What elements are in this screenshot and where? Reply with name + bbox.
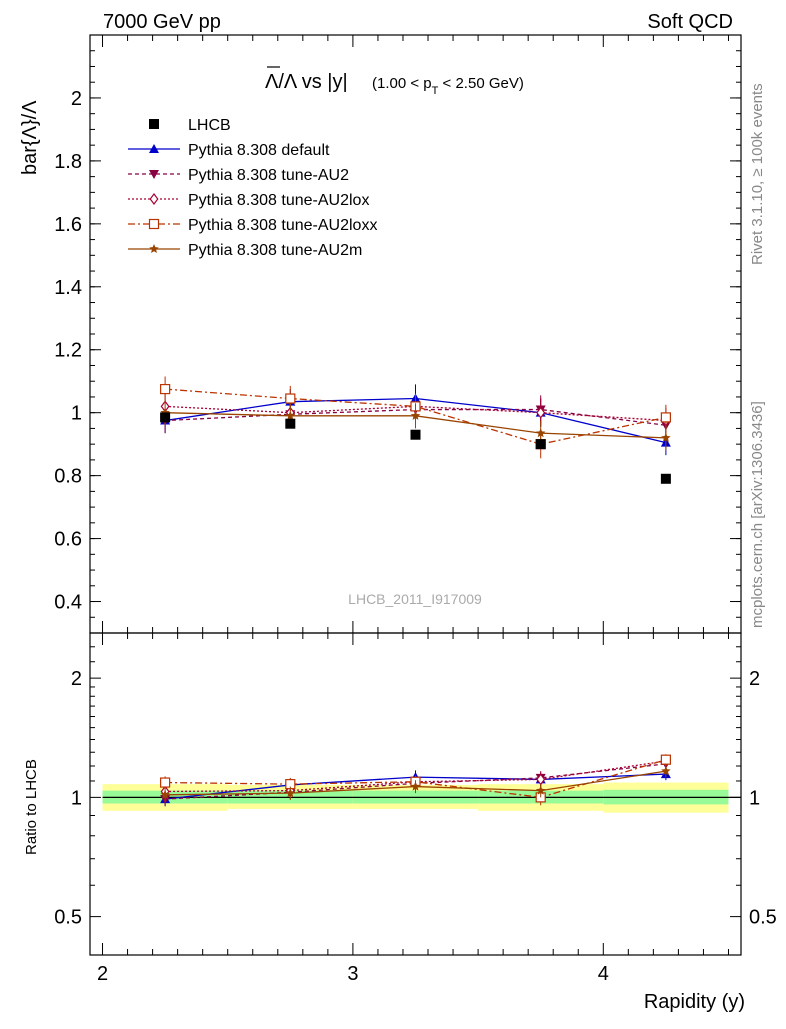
legend-label-default: Pythia 8.308 default: [188, 142, 330, 159]
header-left-label: 7000 GeV pp: [103, 11, 221, 33]
main-point-au2lox: [536, 406, 546, 419]
main-ytick-label: 1.8: [54, 151, 82, 173]
plot-title-sub-index: T: [432, 85, 439, 97]
ratio-series-au2m: [160, 765, 671, 802]
ratio-ytick-label: 1: [71, 787, 82, 809]
main-series-data: [160, 412, 671, 484]
legend-label-au2: Pythia 8.308 tune-AU2: [188, 167, 349, 184]
legend-entry-au2loxx: Pythia 8.308 tune-AU2loxx: [128, 217, 377, 234]
legend-entry-au2m: Pythia 8.308 tune-AU2m: [128, 242, 362, 259]
ratio-ytick-label: 0.5: [54, 907, 82, 929]
ratio-frame: [89, 632, 742, 956]
legend-label-au2lox: Pythia 8.308 tune-AU2lox: [188, 192, 369, 209]
main-point-data: [660, 473, 671, 484]
main-ytick-label: 1: [71, 403, 82, 425]
ratio-ytick-label-right: 1: [749, 787, 760, 809]
ratio-ytick-label: 2: [71, 668, 82, 690]
main-point-au2m: [285, 410, 296, 420]
legend-label-au2loxx: Pythia 8.308 tune-AU2loxx: [188, 217, 377, 234]
main-ytick-label: 0.6: [54, 529, 82, 551]
ratio-point-au2m: [661, 766, 671, 776]
main-point-data: [410, 429, 421, 440]
main-point-data: [535, 439, 546, 450]
legend-marker-au2loxx: [148, 218, 160, 230]
ratio-point-au2loxx: [660, 754, 671, 765]
plot-title-sub-head: (1.00 < p: [372, 75, 432, 92]
plot-title-main: Λ/Λ vs |y|: [265, 71, 348, 93]
xtick-label: 3: [347, 963, 358, 985]
legend-entry-default: Pythia 8.308 default: [128, 142, 330, 159]
axes: 0.4 0.6 0.8 1 1.2 1.4 1.6 1.8 2 0.5 0.5 1 1 2 2 2 3 4: [54, 34, 777, 985]
legend-marker-au2m: [149, 244, 159, 254]
plot-title-sub-tail: < 2.50 GeV): [438, 75, 523, 92]
main-point-au2m: [535, 428, 546, 438]
ratio-ytick-label-right: 2: [749, 668, 760, 690]
ratio-plot-marks: [160, 754, 671, 807]
main-point-data: [285, 418, 296, 429]
main-ytick-label: 0.8: [54, 466, 82, 488]
legend-marker-au2: [149, 170, 159, 179]
rivet-version-label: Rivet 3.1.10, ≥ 100k events: [749, 83, 766, 265]
main-point-au2loxx: [160, 383, 171, 395]
main-ylabel: bar{Λ}/Λ: [19, 100, 41, 175]
main-point-au2m: [410, 410, 421, 420]
header-right-label: Soft QCD: [647, 11, 733, 33]
legend-entry-au2: Pythia 8.308 tune-AU2: [128, 167, 349, 184]
ratio-point-au2m: [160, 789, 170, 799]
legend: LHCB Pythia 8.308 default Pythia 8.308 tun…: [128, 117, 377, 259]
main-ytick-label: 1.2: [54, 340, 82, 362]
ratio-ylabel: Ratio to LHCB: [23, 759, 40, 855]
legend-entry-au2lox: Pythia 8.308 tune-AU2lox: [128, 192, 369, 209]
analysis-watermark: LHCB_2011_I917009: [348, 591, 482, 607]
legend-marker-data: [149, 119, 159, 129]
legend-entry-data: LHCB: [149, 117, 231, 134]
legend-marker-au2lox: [149, 193, 159, 205]
main-point-data: [160, 412, 171, 423]
main-line-au2lox: [165, 405, 666, 422]
mcplots-label: mcplots.cern.ch [arXiv:1306.3436]: [749, 401, 766, 628]
ratio-point-au2m: [410, 781, 421, 791]
legend-label-data: LHCB: [188, 117, 231, 134]
xtick-label: 4: [598, 963, 609, 985]
plot-title-sub: (1.00 < pT < 2.50 GeV): [372, 75, 524, 97]
main-ytick-label: 1.4: [54, 277, 82, 299]
ratio-ytick-label-right: 0.5: [749, 907, 777, 929]
plot-title: Λ/Λ vs |y| (1.00 < pT < 2.50 GeV): [265, 66, 524, 97]
main-ytick-label: 2: [71, 88, 82, 110]
main-ytick-label: 0.4: [54, 592, 82, 614]
legend-marker-default: [149, 144, 159, 153]
xaxis-title: Rapidity (y): [644, 991, 745, 1013]
ratio-point-au2m: [285, 788, 296, 798]
main-point-au2m: [661, 432, 671, 442]
ratio-point-au2loxx: [160, 777, 171, 788]
main-point-au2loxx: [660, 412, 671, 423]
legend-label-au2m: Pythia 8.308 tune-AU2m: [188, 242, 362, 259]
main-ytick-label: 1.6: [54, 214, 82, 236]
ratio-point-au2m: [535, 785, 546, 795]
main-point-au2loxx: [285, 393, 296, 404]
main-plot-marks: [160, 376, 671, 484]
xtick-label: 2: [97, 963, 108, 985]
